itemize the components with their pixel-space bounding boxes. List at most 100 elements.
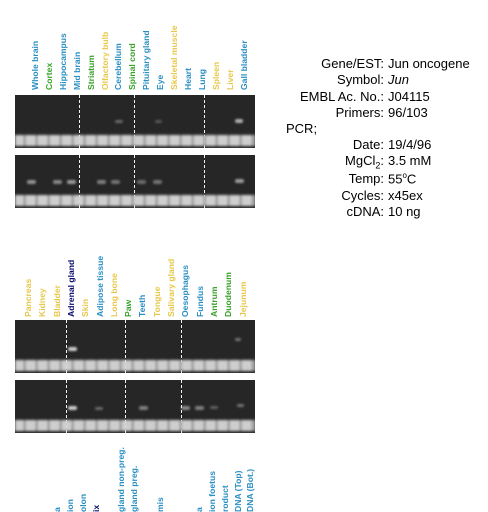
gel-band <box>68 406 77 410</box>
gel-band <box>67 180 76 184</box>
temp-value: 55oC <box>388 171 417 187</box>
lane-label: Cerebellum <box>113 43 124 90</box>
lane-label: Pancreas <box>23 278 33 317</box>
cdna-label: cDNA: <box>346 204 384 219</box>
gel-band <box>68 347 77 351</box>
lane-label: Spleen <box>210 61 221 90</box>
gel-band <box>153 180 162 184</box>
lane-label: gland preg. <box>129 465 140 512</box>
lane-label: Eye <box>155 74 166 90</box>
primers-value: 96/103 <box>388 105 428 120</box>
lane-label: gland non-preg. <box>116 447 127 512</box>
lane-divider <box>125 380 126 433</box>
lane-label: Antrum <box>208 286 219 317</box>
lane-label: Whole brain <box>30 40 40 90</box>
lane-label: mis <box>155 497 166 512</box>
lane-label: Teeth <box>137 294 148 317</box>
lane-label: Salivary gland <box>166 258 176 317</box>
pcr-heading: PCR; <box>286 121 318 136</box>
gel-band <box>195 406 204 410</box>
primer-dimer-bands <box>15 420 255 431</box>
gel-band <box>95 407 103 410</box>
lane-label: Fundus <box>194 285 205 317</box>
gel-panel1-top <box>15 95 255 148</box>
lane-divider <box>79 155 80 208</box>
gel-band <box>137 180 146 184</box>
lane-label: Bladder <box>51 285 62 317</box>
lane-label: Mid brain <box>71 51 82 90</box>
lane-label: Spinal cord <box>127 43 138 90</box>
lane-label: Olfactory bulb <box>99 31 110 90</box>
lane-label: Adrenal gland <box>65 259 76 317</box>
gel-band <box>155 120 162 123</box>
gel-band <box>27 180 36 184</box>
lane-label: Paw <box>123 299 134 317</box>
mgcl-value: 3.5 mM <box>388 153 432 168</box>
symbol-label: Symbol: <box>337 72 384 87</box>
lane-label: Adipose tissue <box>94 255 105 317</box>
gel-band <box>139 406 148 410</box>
lane-label: Pituitary gland <box>141 30 152 90</box>
gel-band <box>115 120 123 123</box>
cycles-label: Cycles: <box>341 188 384 203</box>
gene-value: Jun oncogene <box>388 56 470 71</box>
date-value: 19/4/96 <box>388 137 432 152</box>
gel-panel2-top <box>15 320 255 373</box>
gel-band <box>210 406 218 409</box>
primers-label: Primers: <box>335 105 384 120</box>
lane-label: Skin <box>80 298 91 317</box>
lane-label: Hippocampus <box>57 33 68 90</box>
lane-label: DNA (Bot.) <box>245 468 256 512</box>
lane-label: Heart <box>182 68 193 90</box>
gel-band <box>111 180 120 184</box>
embl-label: EMBL Ac. No.: <box>299 89 384 104</box>
lane-label: roduct <box>219 485 230 512</box>
lane-label: Duodenum <box>223 272 234 317</box>
gene-label: Gene/EST: <box>321 56 384 71</box>
primer-dimer-bands <box>15 360 255 371</box>
lane-divider <box>125 320 126 373</box>
symbol-value: Jun <box>388 72 409 87</box>
gel-band <box>235 119 243 123</box>
lane-label: ion foetus <box>206 470 217 512</box>
lane-divider <box>134 155 135 208</box>
lane-label: a <box>193 507 204 512</box>
gel-band <box>97 180 106 184</box>
lane-label: ix <box>90 504 101 512</box>
embl-value: J04115 <box>388 89 430 104</box>
gel-band <box>237 404 244 407</box>
lane-label: Gall bladder <box>238 40 249 90</box>
mgcl-label: MgCl2: <box>345 153 384 171</box>
lane-label: Oesophagus <box>180 264 191 317</box>
lane-divider <box>181 320 182 373</box>
gel-band <box>235 338 241 341</box>
lane-divider <box>204 155 205 208</box>
lane-label: Liver <box>224 69 235 90</box>
lane-label: Striatum <box>85 55 96 90</box>
date-label: Date: <box>352 137 384 152</box>
primer-dimer-bands <box>15 135 255 146</box>
lane-divider <box>79 95 80 148</box>
lane-label: Tongue <box>151 286 162 317</box>
lane-label: a <box>51 507 62 512</box>
lane-label: Skeletal muscle <box>169 25 179 91</box>
lane-divider <box>204 95 205 148</box>
lane-divider <box>66 380 67 433</box>
gel-panel2-bottom <box>15 380 255 433</box>
gel-panel1-bottom <box>15 155 255 208</box>
lane-label: Long bone <box>108 273 119 317</box>
lane-label: DNA (Top) <box>232 470 243 512</box>
temp-label: Temp: <box>348 171 384 186</box>
cycles-value: x45ex <box>388 188 423 203</box>
gel-band <box>181 406 190 410</box>
gel-band <box>235 179 244 183</box>
gel-band <box>53 180 62 184</box>
lane-label: ion <box>64 499 75 512</box>
lane-label: Cortex <box>43 62 54 90</box>
lane-divider <box>66 320 67 373</box>
lane-label: olon <box>77 493 88 512</box>
lane-divider <box>134 95 135 148</box>
cdna-value: 10 ng <box>388 204 421 219</box>
lane-label: Jejunum <box>237 281 248 317</box>
lane-label: Kidney <box>37 288 48 317</box>
